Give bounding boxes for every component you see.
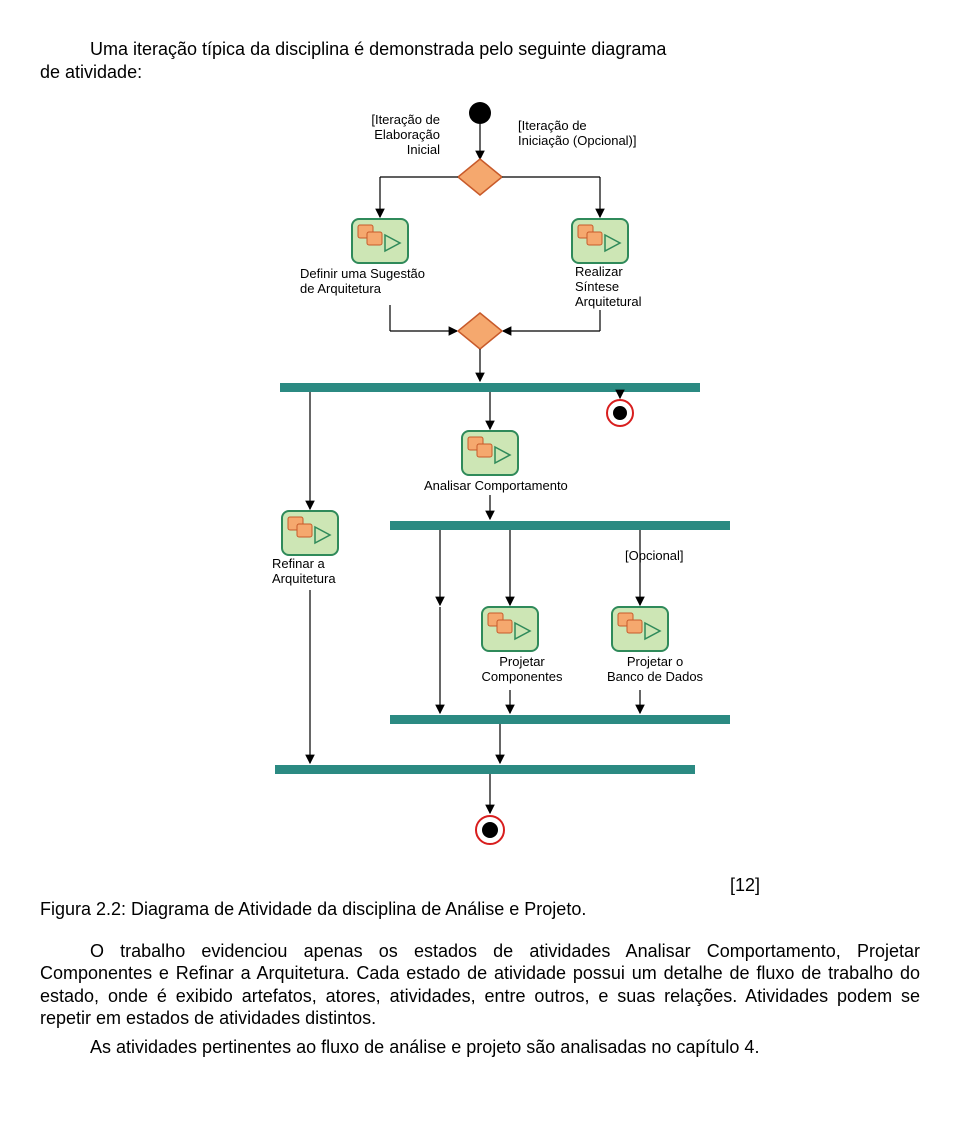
intro-paragraph: Uma iteração típica da disciplina é demo… bbox=[40, 38, 920, 85]
join-bar-4 bbox=[275, 765, 695, 774]
guard-left: [Iteração deElaboraçãoInicial bbox=[340, 113, 440, 158]
label-proj-comp: ProjetarComponentes bbox=[462, 655, 582, 685]
activity-projetar-bd bbox=[612, 607, 668, 651]
final-node-1-inner bbox=[613, 406, 627, 420]
activity-analisar bbox=[462, 431, 518, 475]
fork-bar-1 bbox=[280, 383, 700, 392]
decision-2 bbox=[458, 313, 502, 349]
activity-definir bbox=[352, 219, 408, 263]
activity-projetar-componentes bbox=[482, 607, 538, 651]
activity-realizar bbox=[572, 219, 628, 263]
intro-line2: de atividade: bbox=[40, 62, 142, 82]
label-proj-bd: Projetar oBanco de Dados bbox=[590, 655, 720, 685]
activity-refinar bbox=[282, 511, 338, 555]
label-definir: Definir uma Sugestãode Arquitetura bbox=[300, 267, 460, 297]
fork-bar-2 bbox=[390, 521, 730, 530]
intro-line1: Uma iteração típica da disciplina é demo… bbox=[40, 38, 666, 61]
decision-1 bbox=[458, 159, 502, 195]
initial-node bbox=[469, 102, 491, 124]
join-bar-3 bbox=[390, 715, 730, 724]
body-paragraph-2: As atividades pertinentes ao fluxo de an… bbox=[40, 1036, 920, 1059]
label-opcional: [Opcional] bbox=[625, 549, 715, 564]
guard-right: [Iteração deIniciação (Opcional)] bbox=[518, 119, 668, 149]
body-paragraph-1: O trabalho evidenciou apenas os estados … bbox=[40, 940, 920, 1030]
figure-reference: [12] bbox=[40, 875, 920, 896]
label-refinar: Refinar aArquitetura bbox=[272, 557, 382, 587]
final-node-2-inner bbox=[482, 822, 498, 838]
activity-diagram: [Iteração deElaboraçãoInicial [Iteração … bbox=[160, 95, 800, 865]
label-analisar: Analisar Comportamento bbox=[424, 479, 604, 494]
figure-caption: Figura 2.2: Diagrama de Atividade da dis… bbox=[40, 899, 920, 920]
label-realizar: RealizarSínteseArquitetural bbox=[575, 265, 695, 310]
